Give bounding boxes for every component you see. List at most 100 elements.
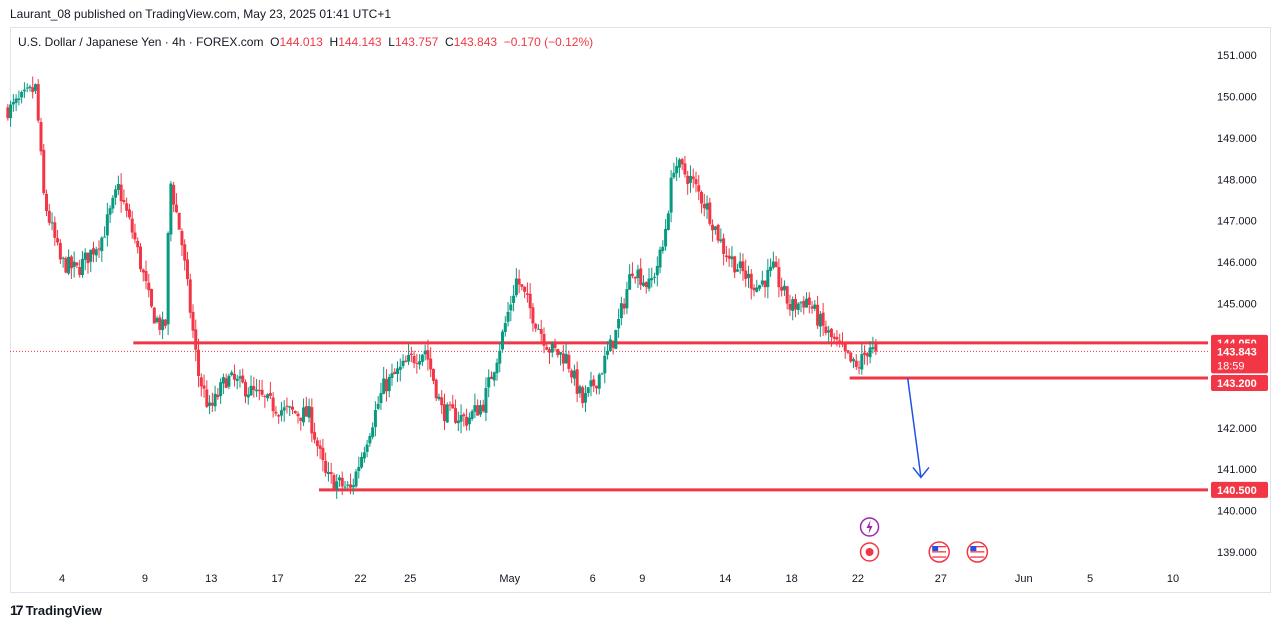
candle-body bbox=[235, 378, 239, 381]
candle-body bbox=[130, 218, 134, 233]
candle bbox=[293, 410, 297, 414]
candle-body bbox=[771, 261, 775, 268]
candle-body bbox=[755, 287, 759, 292]
candle-body bbox=[785, 286, 789, 304]
candle bbox=[324, 452, 328, 477]
candle-body bbox=[288, 406, 292, 408]
candle bbox=[700, 190, 704, 214]
candle bbox=[871, 336, 875, 354]
candle bbox=[177, 212, 181, 230]
annotations-layer bbox=[906, 377, 930, 479]
candle-body bbox=[680, 159, 684, 165]
candle bbox=[365, 439, 369, 458]
high-label: H bbox=[329, 35, 339, 49]
candle bbox=[766, 258, 770, 299]
candle-body bbox=[548, 349, 552, 353]
time-tick-label: 14 bbox=[719, 573, 731, 585]
candle bbox=[451, 394, 455, 409]
time-tick-label: 17 bbox=[271, 573, 283, 585]
candle bbox=[227, 373, 231, 390]
candle bbox=[677, 157, 681, 178]
candle bbox=[111, 195, 115, 214]
candle-body bbox=[393, 371, 397, 375]
candle-body bbox=[315, 440, 319, 447]
candle bbox=[401, 354, 405, 369]
candle-body bbox=[72, 261, 76, 267]
candle bbox=[597, 372, 601, 395]
candle bbox=[749, 269, 753, 300]
candle bbox=[465, 408, 469, 431]
candle bbox=[147, 273, 151, 298]
candle-body bbox=[296, 413, 300, 417]
candle bbox=[445, 402, 449, 423]
candle bbox=[442, 393, 446, 430]
candle bbox=[600, 372, 604, 375]
candle bbox=[735, 263, 739, 272]
candle bbox=[467, 412, 471, 431]
candle-body bbox=[741, 261, 745, 272]
candle-body bbox=[329, 472, 333, 475]
candle bbox=[393, 368, 397, 375]
candle bbox=[517, 269, 521, 294]
candle-body bbox=[431, 369, 435, 381]
candle-body bbox=[238, 376, 242, 379]
candle bbox=[396, 361, 400, 383]
brand-name: TradingView bbox=[25, 602, 102, 618]
candle bbox=[694, 171, 698, 193]
flag-stripe bbox=[970, 551, 985, 553]
candle bbox=[857, 360, 861, 375]
candle bbox=[548, 347, 552, 364]
candle-body bbox=[799, 302, 803, 304]
candle-body bbox=[172, 184, 176, 205]
candle bbox=[824, 320, 828, 336]
candle bbox=[796, 302, 800, 315]
candle-body bbox=[838, 340, 842, 344]
candle-body bbox=[116, 183, 120, 190]
flag-stripe bbox=[932, 556, 947, 558]
candle-body bbox=[603, 355, 607, 374]
candle-body bbox=[818, 314, 822, 327]
candle-body bbox=[688, 175, 692, 183]
candle bbox=[158, 314, 162, 336]
candle-body bbox=[744, 270, 748, 279]
candle bbox=[103, 226, 107, 238]
tradingview-logo[interactable]: 17 TradingView bbox=[10, 602, 102, 618]
candle-body bbox=[487, 377, 491, 388]
candle-body bbox=[581, 387, 585, 404]
candle-body bbox=[100, 237, 104, 252]
candle-body bbox=[481, 404, 485, 412]
candle-body bbox=[749, 273, 753, 289]
candle bbox=[542, 327, 546, 354]
candle-body bbox=[20, 91, 24, 98]
candle bbox=[586, 387, 590, 397]
candle-body bbox=[760, 280, 764, 285]
candle bbox=[371, 422, 375, 440]
candle-body bbox=[351, 485, 355, 488]
flag-stripe bbox=[932, 553, 947, 556]
candle bbox=[780, 277, 784, 297]
candle-body bbox=[147, 282, 151, 291]
candle-body bbox=[666, 213, 670, 230]
candle-body bbox=[249, 385, 253, 396]
us-flag-icon bbox=[966, 541, 989, 563]
candle-body bbox=[774, 261, 778, 268]
candle-body bbox=[324, 460, 328, 473]
candle-body bbox=[769, 266, 773, 271]
candle-body bbox=[437, 396, 441, 400]
candle-body bbox=[216, 394, 220, 398]
candle bbox=[807, 292, 811, 314]
time-tick-label: Jun bbox=[1015, 573, 1033, 585]
candle-body bbox=[644, 282, 648, 288]
candle-body bbox=[257, 389, 261, 392]
candle bbox=[755, 279, 759, 293]
candle-body bbox=[545, 347, 549, 350]
candle-body bbox=[64, 258, 68, 273]
candle-body bbox=[503, 323, 507, 332]
candle-body bbox=[727, 255, 731, 259]
candle bbox=[429, 347, 433, 377]
candle-body bbox=[733, 256, 737, 273]
candle bbox=[514, 268, 518, 298]
candle bbox=[11, 94, 15, 112]
lightning-icon-bolt bbox=[866, 520, 873, 534]
